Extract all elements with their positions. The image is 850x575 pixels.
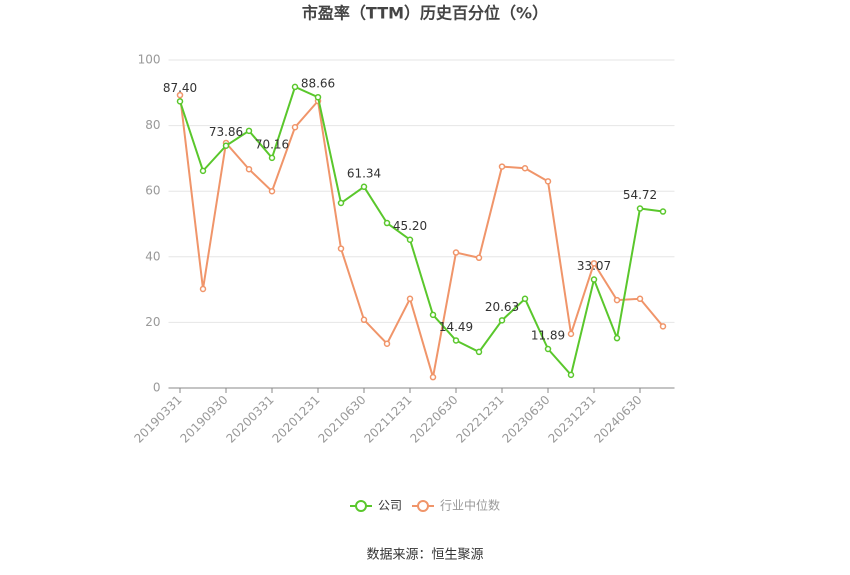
x-tick-label: 20230630 [500,393,553,446]
legend-label: 行业中位数 [440,498,500,513]
point [176,91,184,99]
point [199,285,207,293]
series-line [179,85,664,377]
chart-title: 市盈率（TTM）历史百分位（%） [302,4,548,23]
point [590,276,598,283]
source: 数据来源：恒生聚源 [366,548,483,563]
point [613,334,621,342]
point [567,371,575,379]
point [475,348,483,356]
x-tick-label: 20221231 [454,393,507,446]
point [429,311,437,319]
data-label: 54.72 [623,188,657,202]
point [176,98,184,105]
point [406,295,414,303]
legend-marker [417,500,429,512]
point [613,296,621,304]
point [567,330,575,338]
point [291,83,299,91]
x-tick-label: 20240630 [592,393,645,446]
point [498,163,506,170]
point [406,236,414,243]
point [291,123,299,131]
data-label: 73.86 [209,125,243,139]
point [636,295,644,303]
x-tick-label: 20190331 [132,393,185,446]
point [590,260,598,267]
point [337,199,345,207]
data-label: 33.07 [577,259,611,273]
point [268,187,276,195]
point [544,345,552,353]
point [337,245,345,252]
legend-marker [355,500,367,512]
point [659,323,667,330]
point [245,165,253,173]
point [314,93,322,101]
y-tick-label: 100 [138,53,161,67]
point [452,249,460,256]
legend-label: 公司 [378,499,402,513]
point [498,317,506,324]
y-tick-label: 60 [145,184,160,198]
point [360,316,368,324]
point [475,254,483,262]
series-line [179,94,664,378]
y-tick-label: 0 [153,381,161,395]
point [452,337,460,344]
point [383,340,391,347]
data-label: 11.89 [531,329,565,343]
point [360,183,368,191]
data-label: 70.16 [255,137,289,151]
x-tick-label: 20200331 [224,393,277,446]
x-tick-label: 20211231 [362,393,415,446]
point [659,208,667,215]
y-tick-label: 80 [145,118,160,132]
point [636,205,644,212]
data-label: 61.34 [347,166,381,180]
point [544,178,552,185]
point [268,154,276,162]
point [383,219,391,227]
point [429,373,437,381]
x-tick-label: 20220630 [408,393,461,446]
x-tick-label: 20201231 [270,393,323,446]
data-label: 14.49 [439,320,473,334]
point [521,295,529,303]
data-label: 20.63 [485,300,519,314]
point [199,167,207,175]
data-label: 87.40 [163,81,197,95]
x-tick-label: 20231231 [546,393,599,446]
point [521,164,529,172]
point [222,142,230,149]
data-label: 88.66 [301,77,335,91]
y-tick-label: 20 [145,315,160,329]
point [245,127,253,135]
data-label: 45.20 [393,219,427,233]
x-tick-label: 20210630 [316,393,369,446]
y-tick-label: 40 [145,249,160,263]
x-tick-label: 20190930 [178,393,231,446]
